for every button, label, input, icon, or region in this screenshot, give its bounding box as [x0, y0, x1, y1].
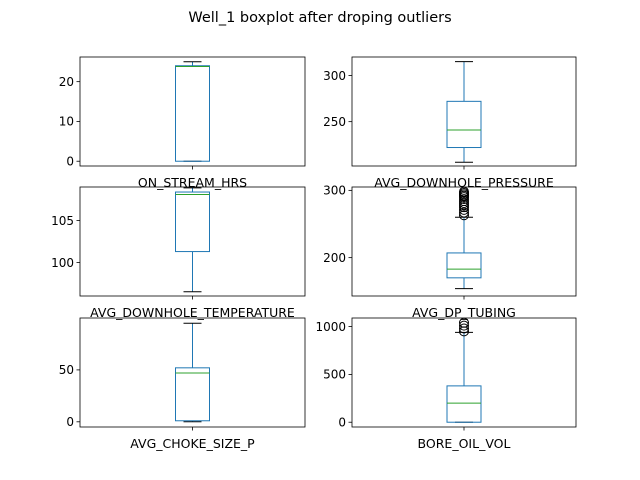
x-label: ON_STREAM_HRS	[138, 175, 247, 190]
y-tick-label: 10	[59, 115, 74, 129]
x-label: BORE_OIL_VOL	[418, 436, 511, 451]
y-tick-label: 0	[338, 416, 346, 430]
y-tick-label: 1000	[315, 320, 346, 334]
subplot-bore-oil-vol: 0 500 1000 BORE_OIL_VOL	[315, 317, 577, 451]
box-iqr	[446, 100, 482, 149]
box-iqr	[175, 65, 210, 162]
axes-frame	[79, 186, 306, 297]
box-iqr	[175, 191, 210, 253]
axes-frame	[351, 317, 577, 428]
subplot-avg-dp-tubing: 200 300 AVG_DP_TUBING	[323, 184, 577, 320]
y-tick-label: 105	[51, 214, 74, 228]
box-iqr	[175, 367, 210, 422]
y-tick-label: 200	[323, 251, 346, 265]
y-tick-label: 50	[59, 363, 74, 377]
subplot-on-stream-hrs: 0 10 20 ON_STREAM_HRS	[59, 56, 306, 190]
figure-title: Well_1 boxplot after droping outliers	[188, 10, 451, 26]
x-label: AVG_DP_TUBING	[412, 305, 516, 320]
y-tick-label: 300	[323, 184, 346, 198]
x-label: AVG_DOWNHOLE_TEMPERATURE	[90, 305, 295, 320]
x-label: AVG_DOWNHOLE_PRESSURE	[374, 175, 554, 190]
outlier-point	[459, 323, 469, 334]
x-label: AVG_CHOKE_SIZE_P	[130, 436, 255, 451]
outlier-point	[459, 210, 469, 221]
axes-frame	[351, 186, 577, 297]
axes-frame	[351, 56, 577, 167]
box-iqr	[446, 385, 482, 423]
subplot-avg-downhole-pressure: 250 300 AVG_DOWNHOLE_PRESSURE	[323, 56, 577, 190]
box-iqr	[446, 252, 482, 279]
outlier-point	[459, 320, 469, 331]
y-tick-label: 0	[66, 415, 74, 429]
y-tick-label: 300	[323, 69, 346, 83]
subplots: 0 10 20 ON_STREAM_HRS 250 300 AVG_DOWNHOLE_PRE…	[51, 56, 577, 451]
subplot-avg-downhole-temperature: 100 105 AVG_DOWNHOLE_TEMPERATURE	[51, 186, 306, 320]
y-tick-label: 100	[51, 256, 74, 270]
y-tick-label: 0	[66, 155, 74, 169]
subplot-avg-choke-size-p: 0 50 AVG_CHOKE_SIZE_P	[59, 317, 306, 451]
axes-frame	[79, 317, 306, 428]
y-tick-label: 500	[323, 368, 346, 382]
y-tick-label: 250	[323, 115, 346, 129]
y-tick-label: 20	[59, 75, 74, 89]
axes-frame	[79, 56, 306, 167]
